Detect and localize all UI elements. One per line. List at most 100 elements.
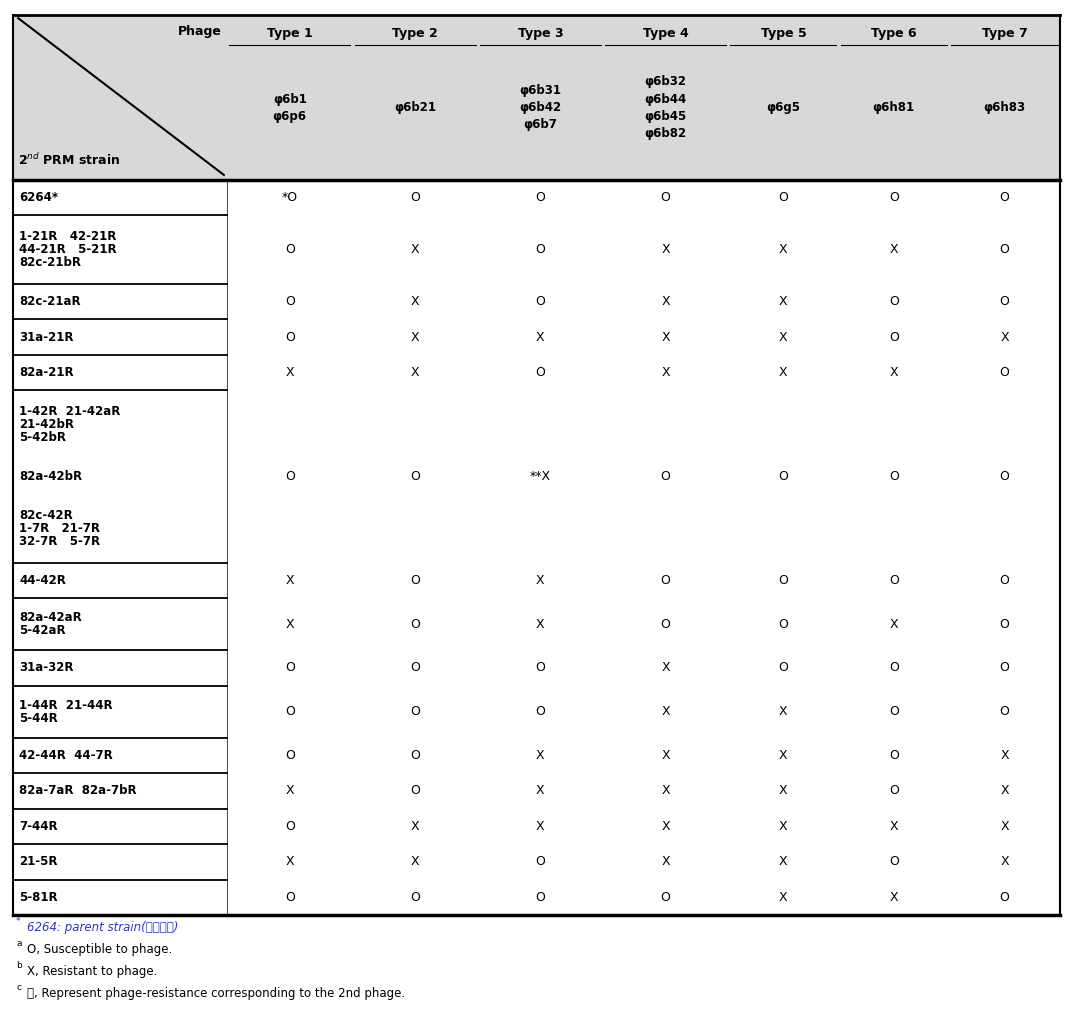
Text: φ6b7: φ6b7 (524, 118, 557, 131)
Text: O: O (536, 366, 545, 379)
Text: X: X (285, 574, 295, 587)
Text: φ6b21: φ6b21 (394, 101, 436, 114)
Text: Type 7: Type 7 (982, 27, 1027, 40)
Text: 1-7R   21-7R: 1-7R 21-7R (19, 522, 101, 535)
Text: φ6b1: φ6b1 (273, 93, 306, 105)
Text: O: O (999, 891, 1010, 904)
Text: X: X (889, 820, 899, 833)
Text: 31a-32R: 31a-32R (19, 661, 74, 674)
Text: Ⓧ, Represent phage-resistance corresponding to the 2nd phage.: Ⓧ, Represent phage-resistance correspond… (27, 988, 405, 1000)
Text: O: O (285, 295, 295, 308)
Text: Type 2: Type 2 (392, 27, 438, 40)
Text: O: O (410, 661, 420, 674)
Text: O: O (999, 470, 1010, 483)
Text: O: O (285, 661, 295, 674)
Text: X: X (661, 366, 670, 379)
Text: X: X (779, 785, 788, 798)
Text: X: X (410, 331, 420, 344)
Text: X: X (661, 661, 670, 674)
Text: 21-42bR: 21-42bR (19, 419, 74, 431)
Text: 1-21R   42-21R: 1-21R 42-21R (19, 231, 117, 243)
Text: 7-44R: 7-44R (19, 820, 58, 833)
Text: φ6h81: φ6h81 (873, 101, 915, 114)
Text: O: O (410, 574, 420, 587)
Text: X: X (410, 244, 420, 256)
Text: X: X (536, 618, 545, 631)
Text: X: X (1000, 331, 1009, 344)
Text: Type 6: Type 6 (871, 27, 917, 40)
Text: c: c (16, 984, 21, 992)
Text: X: X (779, 891, 788, 904)
Text: X: X (661, 295, 670, 308)
Text: O: O (410, 470, 420, 483)
Text: O: O (285, 749, 295, 762)
Text: φ6b42: φ6b42 (519, 101, 561, 114)
Text: O: O (536, 191, 545, 204)
Text: O: O (536, 706, 545, 718)
Text: φ6p6: φ6p6 (273, 110, 306, 122)
Text: Type 1: Type 1 (267, 27, 313, 40)
Text: O: O (779, 191, 788, 204)
Text: 1-44R  21-44R: 1-44R 21-44R (19, 699, 112, 712)
Text: 82a-42aR: 82a-42aR (19, 612, 82, 624)
Text: X: X (1000, 749, 1009, 762)
Text: X: X (536, 785, 545, 798)
Text: X: X (661, 706, 670, 718)
Text: 32-7R   5-7R: 32-7R 5-7R (19, 535, 101, 548)
Text: O: O (285, 244, 295, 256)
Text: X: X (661, 820, 670, 833)
Text: X: X (779, 820, 788, 833)
Text: *O: *O (282, 191, 298, 204)
Text: O: O (889, 785, 899, 798)
Text: 82a-42bR: 82a-42bR (19, 470, 82, 483)
Text: O: O (999, 574, 1010, 587)
Text: 5-42bR: 5-42bR (19, 432, 66, 444)
Text: **X: **X (530, 470, 550, 483)
Text: X: X (285, 618, 295, 631)
Text: X: X (285, 785, 295, 798)
Text: X: X (889, 366, 899, 379)
Text: 5-42aR: 5-42aR (19, 625, 66, 637)
Text: X: X (1000, 785, 1009, 798)
Text: X: X (410, 855, 420, 868)
Text: X: X (779, 706, 788, 718)
Text: O: O (536, 855, 545, 868)
Text: O: O (999, 191, 1010, 204)
Text: X: X (536, 574, 545, 587)
Text: O: O (999, 366, 1010, 379)
Text: 82c-42R: 82c-42R (19, 509, 73, 522)
Text: X: X (661, 785, 670, 798)
Text: O: O (889, 295, 899, 308)
Text: O: O (285, 891, 295, 904)
Text: O: O (889, 470, 899, 483)
Text: O: O (889, 574, 899, 587)
Text: X: X (779, 244, 788, 256)
Text: X: X (779, 331, 788, 344)
Text: φ6h83: φ6h83 (983, 101, 1026, 114)
Text: O: O (410, 891, 420, 904)
Text: O: O (661, 618, 670, 631)
Text: O: O (536, 891, 545, 904)
Text: 5-44R: 5-44R (19, 712, 58, 725)
Text: X: X (1000, 855, 1009, 868)
Text: φ6b32: φ6b32 (645, 76, 687, 88)
Text: 1-42R  21-42aR: 1-42R 21-42aR (19, 405, 121, 418)
Text: O: O (889, 706, 899, 718)
Text: O: O (889, 191, 899, 204)
Text: φ6b31: φ6b31 (519, 84, 561, 97)
Text: O: O (661, 891, 670, 904)
Text: X: X (410, 295, 420, 308)
Text: O: O (410, 618, 420, 631)
Text: O: O (889, 331, 899, 344)
Text: 82c-21aR: 82c-21aR (19, 295, 81, 308)
Text: X: X (661, 331, 670, 344)
Text: O: O (410, 749, 420, 762)
Text: Phage: Phage (178, 25, 222, 38)
Text: O: O (999, 618, 1010, 631)
Text: X: X (889, 618, 899, 631)
Text: X: X (661, 749, 670, 762)
Text: X: X (889, 244, 899, 256)
Bar (13, 15, 1060, 180)
Text: *: * (16, 917, 20, 925)
Text: 2$^{nd}$ PRM strain: 2$^{nd}$ PRM strain (18, 152, 121, 168)
